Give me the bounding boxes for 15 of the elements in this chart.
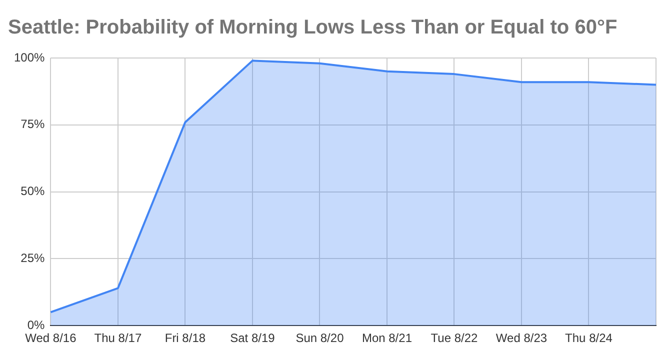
y-tick-label: 0% <box>27 318 46 332</box>
x-tick-label: Thu 8/17 <box>94 331 142 346</box>
x-tick-label: Tue 8/22 <box>430 331 478 346</box>
x-tick-label: Sun 8/20 <box>296 331 344 346</box>
x-tick-label: Fri 8/18 <box>164 331 206 346</box>
chart-title: Seattle: Probability of Morning Lows Less Than or Equal to 60°F <box>8 16 618 39</box>
x-tick-label: Mon 8/21 <box>362 331 412 346</box>
y-tick-label: 50% <box>20 184 46 198</box>
y-tick-label: 25% <box>20 251 46 266</box>
x-tick-label: Thu 8/24 <box>565 331 613 346</box>
x-tick-label: Wed 8/23 <box>496 331 548 346</box>
y-tick-label: 100% <box>14 50 46 64</box>
x-tick-label: Wed 8/16 <box>25 331 77 346</box>
y-tick-label: 75% <box>20 117 46 132</box>
x-tick-label: Sat 8/19 <box>230 331 276 346</box>
